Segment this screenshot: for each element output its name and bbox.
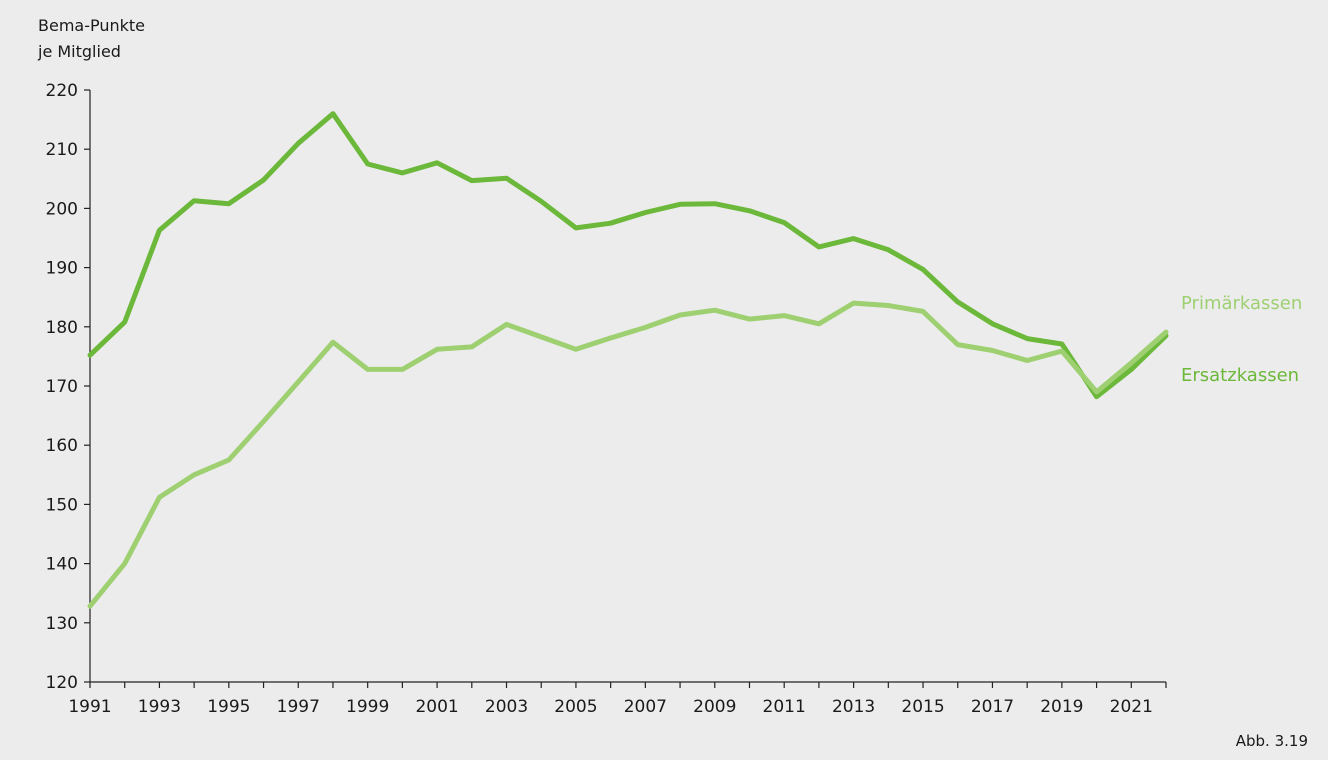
x-tick-label: 2021 xyxy=(1110,697,1153,717)
x-tick-label: 2007 xyxy=(624,697,667,717)
x-tick-label: 2003 xyxy=(485,697,528,717)
x-tick-label: 2017 xyxy=(971,697,1014,717)
series-lines xyxy=(87,111,1169,609)
y-axis: 120 130 140 150 160 170 180 190 200 210 220 xyxy=(46,81,91,693)
series-label-ersatzkassen: Ersatzkassen xyxy=(1181,365,1299,386)
y-tick-label: 200 xyxy=(46,199,78,219)
x-tick-label: 1995 xyxy=(207,697,250,717)
x-axis: 1991 1993 1995 1997 1999 2001 2003 2005 2007 2009… xyxy=(68,681,1167,717)
y-tick-label: 220 xyxy=(46,81,78,101)
y-tick-label: 120 xyxy=(46,673,78,693)
y-axis-label-line-2: je Mitglied xyxy=(37,42,121,61)
y-tick-label: 150 xyxy=(46,495,78,515)
y-tick-label: 210 xyxy=(46,140,78,160)
x-tick-label: 2009 xyxy=(693,697,736,717)
x-tick-label: 2013 xyxy=(832,697,875,717)
y-tick-label: 170 xyxy=(46,377,78,397)
series-line-ersatzkassen xyxy=(87,111,1169,400)
y-tick-label: 160 xyxy=(46,436,78,456)
x-tick-label: 1999 xyxy=(346,697,389,717)
y-tick-label: 140 xyxy=(46,555,78,575)
x-tick-label: 2001 xyxy=(415,697,458,717)
y-tick-label: 130 xyxy=(46,614,78,634)
y-axis-label-line-1: Bema-Punkte xyxy=(38,16,145,35)
x-tick-label: 2019 xyxy=(1040,697,1083,717)
x-tick-label: 2011 xyxy=(763,697,806,717)
series-line-primarkassen xyxy=(87,300,1169,609)
x-tick-label: 1997 xyxy=(277,697,320,717)
y-tick-label: 180 xyxy=(46,318,78,338)
figure-caption: Abb. 3.19 xyxy=(1236,732,1308,750)
x-tick-label: 2015 xyxy=(901,697,944,717)
x-tick-label: 1993 xyxy=(138,697,181,717)
y-tick-label: 190 xyxy=(46,259,78,279)
x-tick-label: 1991 xyxy=(68,697,111,717)
series-label-primarkassen: Primärkassen xyxy=(1181,293,1302,314)
x-tick-label: 2005 xyxy=(554,697,597,717)
y-axis-label: Bema-Punkte je Mitglied xyxy=(37,16,145,61)
